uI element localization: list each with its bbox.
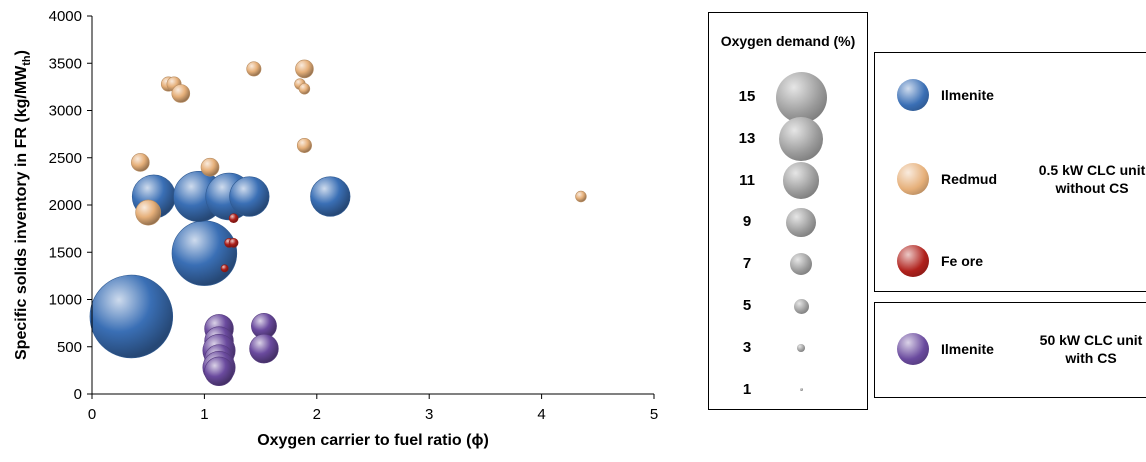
bubble-redmud [246, 61, 262, 77]
size-legend-value: 7 [742, 255, 752, 273]
y-tick-label: 2000 [49, 197, 82, 214]
legend-item-redmud: Redmud [875, 159, 1146, 199]
size-legend-value: 9 [742, 213, 752, 231]
size-legend-value: 15 [738, 88, 756, 105]
y-tick-label: 1500 [49, 244, 82, 261]
bubble-chart: 0 1 2 3 4 5 0 500 1000 1500 2000 2500 3000 3500 4000 O… [13, 8, 659, 449]
bubble-fe-ore [220, 264, 229, 273]
bubble-ilmenite [229, 176, 270, 217]
y-tick-label: 3500 [49, 55, 82, 72]
size-legend-value: 3 [742, 338, 752, 356]
bubble-redmud [171, 84, 191, 103]
legend-label: Ilmenite [941, 87, 994, 103]
bubble-redmud [295, 59, 314, 79]
bubble-redmud [135, 199, 162, 226]
legend-item-fe-ore: Fe ore [875, 241, 1146, 281]
size-legend-bubble [779, 116, 823, 161]
bubble-redmud [131, 153, 150, 172]
legend-marker [897, 163, 929, 195]
y-axis-title: Specific solids inventory in FR (kg/MWth… [13, 50, 33, 360]
axes [87, 15, 655, 399]
size-legend-row: 3 [709, 328, 869, 368]
bubble-redmud [296, 137, 312, 153]
size-legend-value: 13 [738, 129, 756, 147]
legend-bottom-group-label: 50 kW CLC unit with CS [1039, 332, 1143, 366]
x-tick-label: 5 [650, 406, 658, 423]
bubble-ilmenite [171, 220, 238, 286]
y-tick-label: 3000 [49, 103, 82, 120]
x-tick-label: 0 [88, 406, 96, 423]
size-legend-row: 9 [709, 202, 869, 242]
y-tick-label: 0 [74, 386, 82, 403]
size-legend-row: 13 [709, 116, 869, 161]
size-legend-bubble [797, 343, 805, 352]
legend-marker [897, 333, 929, 365]
y-tick-label: 500 [57, 339, 82, 356]
size-legend-bubble [782, 162, 820, 199]
legend-label: Ilmenite [941, 341, 994, 357]
size-legend-row: 7 [709, 244, 869, 284]
legend-label: Redmud [941, 171, 997, 187]
size-legend-bubble [799, 388, 803, 392]
size-legend-row: 5 [709, 286, 869, 326]
bubble-ilmenite [204, 356, 234, 387]
tick-labels: 0 1 2 3 4 5 0 500 1000 1500 2000 2500 3000 3500 4000 [49, 8, 659, 423]
bubble-fe-ore [228, 213, 239, 224]
legend-top-group-label: 0.5 kW CLC unit without CS [1038, 162, 1146, 196]
size-legend-bubble [789, 253, 813, 276]
size-legend-bubble [786, 207, 816, 238]
y-tick-label: 4000 [49, 8, 82, 25]
size-legend-row: 15 [709, 71, 869, 123]
size-legend-value: 5 [742, 297, 752, 314]
bubble-redmud [200, 157, 220, 177]
bubble-redmud [575, 190, 587, 203]
bubble-ilmenite [249, 333, 279, 364]
legend-marker [897, 79, 929, 111]
legend-box-top: Ilmenite Redmud Fe ore 0.5 kW CLC unit wit… [874, 52, 1146, 292]
bubble-layer [89, 59, 587, 387]
legend-item-ilmenite: Ilmenite [875, 75, 1146, 115]
size-legend-bubble [775, 71, 827, 123]
x-tick-label: 3 [425, 406, 433, 423]
y-axis-title-subscript: th [21, 55, 33, 66]
y-tick-label: 1000 [49, 292, 82, 309]
legend-item-ilmenite: Ilmenite [875, 329, 1146, 369]
size-legend-value: 11 [739, 171, 755, 189]
x-axis-title: Oxygen carrier to fuel ratio (ϕ) [257, 432, 489, 449]
size-legend-row: 11 [709, 161, 869, 201]
size-legend-bubble [793, 298, 809, 314]
y-tick-label: 2500 [49, 150, 82, 167]
size-legend-row: 1 [709, 370, 869, 410]
size-legend-value: 1 [742, 380, 752, 398]
legend-box-bottom: Ilmenite 50 kW CLC unit with CS [874, 302, 1146, 398]
x-tick-label: 1 [200, 406, 208, 423]
bubble-ilmenite [310, 176, 351, 217]
x-tick-label: 2 [313, 406, 321, 423]
bubble-redmud [298, 83, 311, 95]
bubble-fe-ore [228, 238, 239, 248]
x-tick-label: 4 [537, 406, 545, 423]
legend-label: Fe ore [941, 253, 984, 269]
bubble-ilmenite [89, 274, 174, 359]
legend-marker [897, 245, 929, 277]
size-legend: Oxygen demand (%) 15 13 11 9 7 5 3 1 [708, 12, 868, 410]
size-legend-title: Oxygen demand (%) [720, 33, 856, 49]
